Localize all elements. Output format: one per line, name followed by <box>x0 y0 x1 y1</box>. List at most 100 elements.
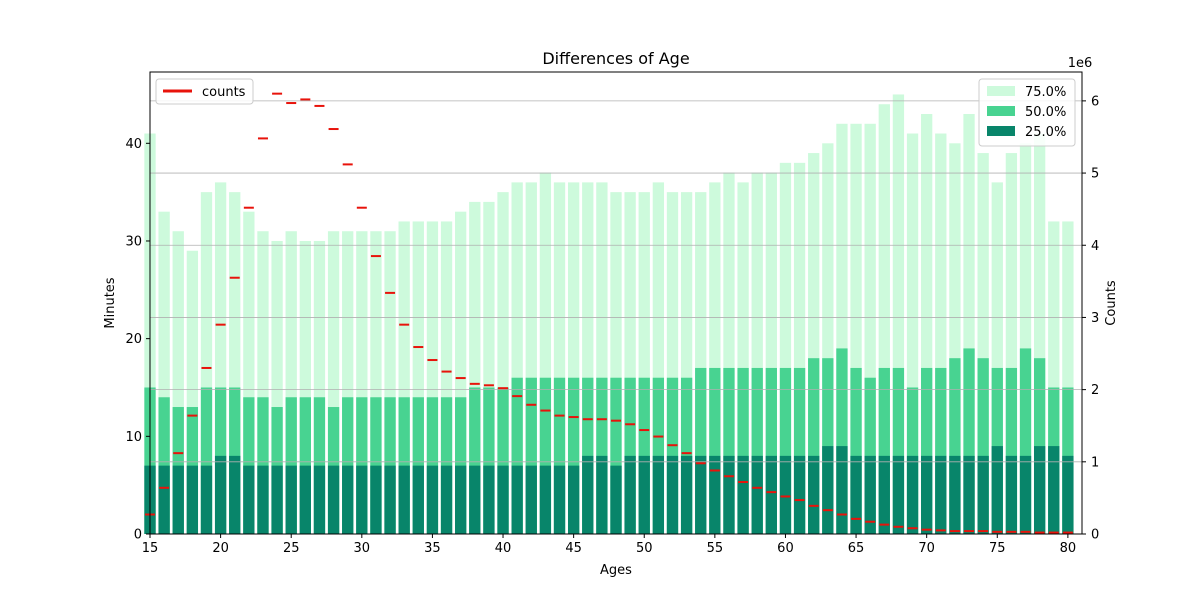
bar-75-age-72 <box>949 143 961 535</box>
bar-50-age-73 <box>963 348 975 534</box>
bar-25-age-60 <box>779 455 792 534</box>
bar-50-age-68 <box>892 367 905 534</box>
bar-75-age-39 <box>483 201 495 534</box>
bar-75-age-50 <box>638 192 650 534</box>
bar-25-age-40 <box>497 465 509 534</box>
y2-tick-label-4: 4 <box>1091 239 1099 254</box>
bar-50-age-67 <box>878 367 890 534</box>
legend-counts: counts <box>155 78 254 105</box>
bar-25-age-52 <box>666 455 679 534</box>
bar-25-age-76 <box>1005 455 1018 534</box>
x-tick-label-60: 60 <box>777 541 794 556</box>
bar-75-age-36 <box>440 221 453 534</box>
bar-25-age-31 <box>370 465 382 534</box>
bar-75-age-22 <box>243 211 255 535</box>
bar-75-age-28 <box>327 231 340 534</box>
bar-50-age-58 <box>751 367 763 534</box>
bar-25-age-30 <box>356 465 368 534</box>
bar-25-age-49 <box>624 455 636 534</box>
bar-25-age-45 <box>567 465 580 534</box>
bar-75-age-80 <box>1062 221 1074 534</box>
bar-75-age-38 <box>469 201 481 534</box>
bar-50-age-42 <box>525 377 537 534</box>
bar-25-age-44 <box>553 465 566 534</box>
bar-50-age-77 <box>1019 348 1032 534</box>
x-axis: 15 20 25 30 35 40 45 50 55 60 65 70 75 80 <box>142 534 1076 556</box>
bar-75-age-18 <box>186 250 199 535</box>
bar-75-age-53 <box>680 192 693 534</box>
y-tick-label-0: 0 <box>134 528 142 543</box>
bar-50-age-39 <box>483 387 495 534</box>
bar-25-age-43 <box>539 465 552 534</box>
bar-75-age-40 <box>497 192 509 534</box>
bar-25-age-46 <box>582 455 594 534</box>
y2-tick-label-6: 6 <box>1091 94 1099 109</box>
bar-layer <box>144 94 1074 535</box>
bar-75-age-25 <box>285 231 297 534</box>
bar-25-age-78 <box>1033 446 1046 534</box>
bar-50-age-40 <box>497 387 509 534</box>
bar-25-age-71 <box>935 455 947 534</box>
bar-25-age-20 <box>214 455 227 534</box>
y2-tick-label-5: 5 <box>1091 167 1099 182</box>
y2-tick-label-3: 3 <box>1091 311 1099 326</box>
bar-75-age-20 <box>214 182 227 534</box>
bar-50-age-54 <box>695 367 707 534</box>
bar-75-age-43 <box>539 172 552 534</box>
bar-75-age-76 <box>1005 153 1018 534</box>
bar-25-age-61 <box>793 455 806 534</box>
bar-75-age-65 <box>850 123 862 535</box>
bar-50-age-74 <box>977 358 989 534</box>
bar-75-age-55 <box>709 182 721 534</box>
bar-75-age-32 <box>384 231 396 534</box>
bar-25-age-32 <box>384 465 396 534</box>
bar-25-age-25 <box>285 465 297 534</box>
y2-offset-text: 1e6 <box>1068 56 1093 71</box>
y2-tick-label-1: 1 <box>1091 455 1099 470</box>
bar-25-age-51 <box>652 455 665 534</box>
x-tick-label-80: 80 <box>1060 541 1077 556</box>
y-axis-right: 0 1 2 3 4 5 6 <box>1082 94 1099 543</box>
bar-50-age-64 <box>836 348 848 534</box>
x-tick-label-70: 70 <box>918 541 935 556</box>
y-axis-left: 0 10 20 30 40 <box>125 137 150 543</box>
bar-75-age-51 <box>652 182 665 534</box>
bar-25-age-59 <box>765 455 777 534</box>
bar-25-age-50 <box>638 455 650 534</box>
bar-50-age-45 <box>567 377 580 534</box>
y2-tick-label-0: 0 <box>1091 528 1099 543</box>
bar-75-age-71 <box>935 133 947 534</box>
x-tick-label-15: 15 <box>142 541 159 556</box>
x-tick-label-50: 50 <box>636 541 653 556</box>
bar-25-age-79 <box>1048 446 1060 534</box>
bar-75-age-63 <box>822 143 834 535</box>
x-tick-label-45: 45 <box>565 541 582 556</box>
bar-75-age-61 <box>793 162 806 534</box>
bar-25-age-42 <box>525 465 537 534</box>
bar-75-age-37 <box>455 211 467 535</box>
bar-75-age-26 <box>299 240 311 535</box>
bar-75-age-59 <box>765 172 777 534</box>
x-tick-label-20: 20 <box>212 541 229 556</box>
bar-75-age-58 <box>751 172 763 534</box>
bar-25-age-19 <box>200 465 213 534</box>
bar-25-age-70 <box>921 455 933 534</box>
bar-75-age-57 <box>737 182 749 534</box>
bar-75-age-74 <box>977 153 989 534</box>
bar-25-age-16 <box>158 465 170 534</box>
legend-swatch-50 <box>987 106 1015 116</box>
bar-75-age-64 <box>836 123 848 535</box>
bar-25-age-80 <box>1062 455 1074 534</box>
bar-25-age-27 <box>313 465 326 534</box>
bar-25-age-21 <box>229 455 241 534</box>
legend-label-25: 25.0% <box>1025 125 1066 140</box>
bar-25-age-28 <box>327 465 340 534</box>
bar-50-age-65 <box>850 367 862 534</box>
x-tick-label-25: 25 <box>283 541 300 556</box>
x-axis-label: Ages <box>600 563 632 578</box>
bar-25-age-77 <box>1019 455 1032 534</box>
bar-50-age-48 <box>610 377 622 534</box>
bar-75-age-29 <box>342 231 354 534</box>
y-axis-label: Minutes <box>103 277 118 328</box>
y-tick-label-10: 10 <box>125 430 142 445</box>
